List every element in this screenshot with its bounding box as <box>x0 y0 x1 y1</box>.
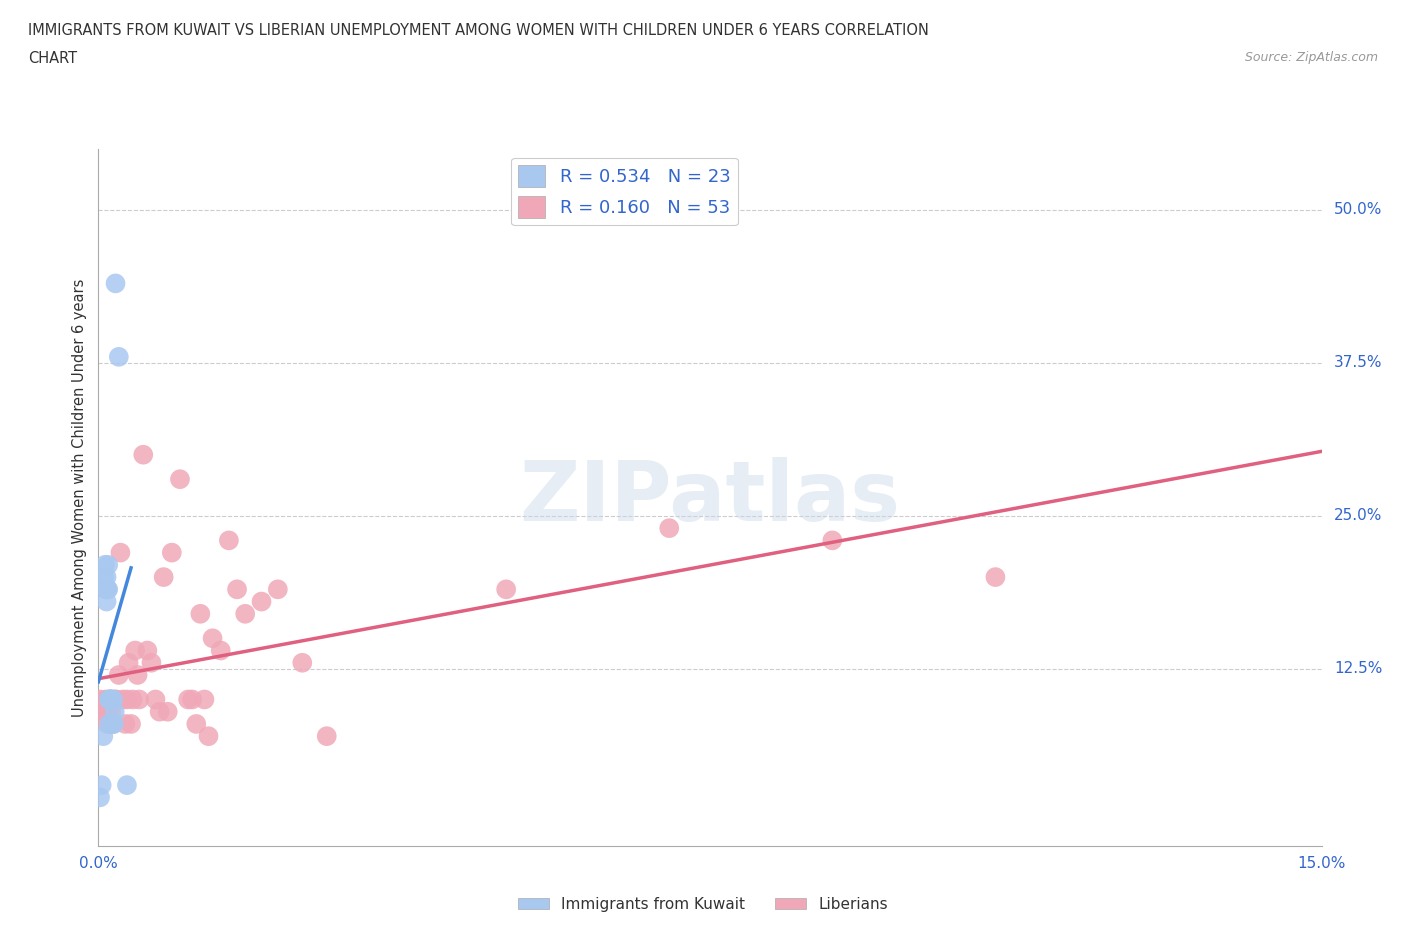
Point <box>181 692 204 707</box>
Text: 25.0%: 25.0% <box>1334 509 1382 524</box>
Point <box>108 668 131 683</box>
Point <box>188 606 212 621</box>
Point <box>91 704 114 719</box>
Point <box>101 716 124 731</box>
Point <box>156 704 179 719</box>
Point <box>121 692 143 707</box>
Point <box>98 716 121 731</box>
Point <box>91 729 114 744</box>
Point <box>90 777 112 792</box>
Point <box>186 716 208 731</box>
Point <box>250 594 273 609</box>
Point <box>101 716 124 731</box>
Point <box>658 521 681 536</box>
Point <box>111 692 134 707</box>
Point <box>96 594 118 609</box>
Point <box>315 729 337 744</box>
Point <box>104 276 127 291</box>
Point <box>96 570 118 585</box>
Point <box>96 582 118 597</box>
Text: Source: ZipAtlas.com: Source: ZipAtlas.com <box>1244 51 1378 64</box>
Point <box>132 447 155 462</box>
Text: 12.5%: 12.5% <box>1334 661 1382 676</box>
Point <box>136 643 159 658</box>
Point <box>101 692 124 707</box>
Point <box>127 668 149 683</box>
Text: ZIPatlas: ZIPatlas <box>520 457 900 538</box>
Point <box>201 631 224 645</box>
Point <box>103 716 125 731</box>
Point <box>100 692 122 707</box>
Point <box>105 692 128 707</box>
Point <box>117 656 139 671</box>
Point <box>94 582 117 597</box>
Legend: R = 0.534   N = 23, R = 0.160   N = 53: R = 0.534 N = 23, R = 0.160 N = 53 <box>510 158 738 225</box>
Point <box>100 692 122 707</box>
Text: CHART: CHART <box>28 51 77 66</box>
Point <box>98 716 121 731</box>
Point <box>96 716 118 731</box>
Point <box>94 692 117 707</box>
Point <box>169 472 191 486</box>
Point <box>177 692 200 707</box>
Point <box>89 692 111 707</box>
Point <box>984 570 1007 585</box>
Point <box>128 692 150 707</box>
Text: IMMIGRANTS FROM KUWAIT VS LIBERIAN UNEMPLOYMENT AMONG WOMEN WITH CHILDREN UNDER : IMMIGRANTS FROM KUWAIT VS LIBERIAN UNEMP… <box>28 23 929 38</box>
Point <box>821 533 844 548</box>
Point <box>104 692 127 707</box>
Point <box>110 545 132 560</box>
Point <box>233 606 256 621</box>
Point <box>98 692 121 707</box>
Point <box>197 729 219 744</box>
Point <box>193 692 215 707</box>
Point <box>495 582 517 597</box>
Point <box>114 716 136 731</box>
Point <box>97 704 120 719</box>
Point <box>267 582 290 597</box>
Point <box>160 545 183 560</box>
Point <box>100 704 122 719</box>
Legend: Immigrants from Kuwait, Liberians: Immigrants from Kuwait, Liberians <box>512 891 894 918</box>
Point <box>115 692 138 707</box>
Point <box>115 777 138 792</box>
Point <box>93 704 115 719</box>
Y-axis label: Unemployment Among Women with Children Under 6 years: Unemployment Among Women with Children U… <box>72 278 87 717</box>
Point <box>149 704 172 719</box>
Point <box>120 716 142 731</box>
Point <box>94 557 117 572</box>
Text: 50.0%: 50.0% <box>1334 203 1382 218</box>
Point <box>89 790 111 804</box>
Point <box>108 350 131 365</box>
Point <box>226 582 249 597</box>
Point <box>93 570 115 585</box>
Point <box>145 692 167 707</box>
Point <box>98 692 121 707</box>
Point <box>141 656 163 671</box>
Point <box>96 704 118 719</box>
Point <box>100 692 122 707</box>
Point <box>104 704 127 719</box>
Point <box>291 656 314 671</box>
Point <box>124 643 146 658</box>
Point <box>209 643 232 658</box>
Point <box>218 533 240 548</box>
Point <box>98 692 121 707</box>
Text: 37.5%: 37.5% <box>1334 355 1382 370</box>
Point <box>97 557 120 572</box>
Point <box>152 570 174 585</box>
Point <box>97 582 120 597</box>
